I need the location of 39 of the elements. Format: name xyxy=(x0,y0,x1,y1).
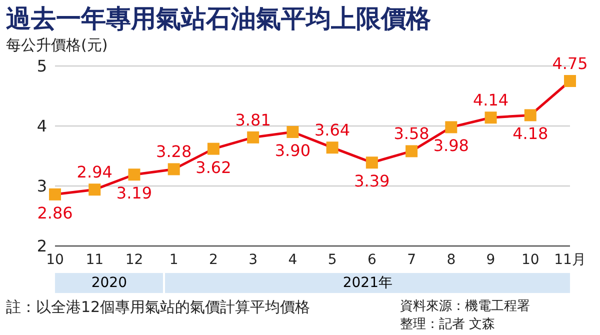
y-axis-title: 每公升價格(元) xyxy=(6,36,108,55)
y-tick-label: 3 xyxy=(36,176,47,196)
x-tick-label: 11月 xyxy=(554,252,586,268)
data-label: 4.75 xyxy=(552,54,588,73)
x-tick-label: 11 xyxy=(86,252,104,268)
data-label: 2.94 xyxy=(76,162,112,182)
data-label: 2.86 xyxy=(37,203,73,222)
data-label: 3.19 xyxy=(116,184,152,203)
data-label: 3.28 xyxy=(156,142,192,162)
y-tick-label: 2 xyxy=(36,236,47,256)
data-label: 4.18 xyxy=(512,124,548,144)
data-label: 3.58 xyxy=(394,124,430,144)
text: 2020 xyxy=(55,273,164,293)
x-tick-label: 5 xyxy=(328,252,337,268)
data-label: 4.14 xyxy=(472,90,509,110)
y-tick-label: 5 xyxy=(36,56,47,76)
x-tick-label: 10 xyxy=(46,252,64,268)
text: 2021年 xyxy=(165,273,570,293)
data-label: 3.98 xyxy=(433,136,469,156)
x-tick-label: 1 xyxy=(169,252,178,268)
data-label: 3.90 xyxy=(274,141,311,160)
text: 註：以全港12個專用氣站的氣價計算平均價格 xyxy=(6,298,310,317)
x-tick-label: 4 xyxy=(288,252,298,268)
text: 整理：記者 文森 xyxy=(400,316,496,333)
chart-title: 過去一年專用氣站石油氣平均上限價格 xyxy=(6,3,431,35)
x-tick-label: 6 xyxy=(367,252,376,268)
x-tick-label: 9 xyxy=(486,252,496,268)
x-tick-label: 12 xyxy=(125,252,144,268)
data-label: 3.64 xyxy=(314,120,350,140)
x-tick-label: 8 xyxy=(446,252,456,268)
x-tick-label: 3 xyxy=(248,252,258,268)
data-label: 3.81 xyxy=(235,110,271,130)
x-tick-label: 10 xyxy=(521,252,540,268)
source-note: 資料來源：機電工程署 xyxy=(400,298,530,315)
data-label: 3.62 xyxy=(196,158,232,177)
x-tick-label: 2 xyxy=(209,252,218,268)
y-tick-label: 4 xyxy=(36,116,47,136)
x-tick-label: 7 xyxy=(407,252,416,268)
data-label: 3.39 xyxy=(354,172,390,191)
